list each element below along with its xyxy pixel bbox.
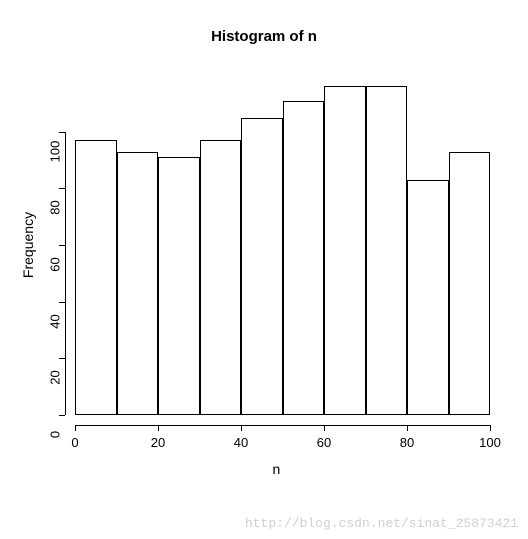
chart-container: Histogram of n 020406080100020406080100n… — [0, 0, 528, 539]
x-tick — [490, 425, 491, 431]
y-tick-label: 60 — [48, 245, 63, 285]
histogram-bar — [75, 140, 117, 415]
y-tick-label: 40 — [48, 301, 63, 341]
x-axis-line — [75, 425, 490, 426]
x-tick-label: 100 — [470, 435, 510, 450]
histogram-bar — [324, 86, 366, 415]
x-tick — [75, 425, 76, 431]
chart-title: Histogram of n — [0, 28, 528, 45]
histogram-bar — [158, 157, 200, 415]
y-axis-line — [65, 132, 66, 415]
plot-area — [75, 75, 490, 415]
histogram-bar — [449, 152, 491, 416]
watermark-text: http://blog.csdn.net/sinat_25873421 — [245, 516, 518, 531]
y-tick-label: 100 — [48, 131, 63, 171]
histogram-bar — [241, 118, 283, 416]
histogram-bar — [283, 101, 325, 416]
x-tick-label: 20 — [138, 435, 178, 450]
x-tick-label: 80 — [387, 435, 427, 450]
x-tick-label: 40 — [221, 435, 261, 450]
x-tick-label: 60 — [304, 435, 344, 450]
x-tick — [158, 425, 159, 431]
y-tick-label: 80 — [48, 188, 63, 228]
histogram-bar — [366, 86, 408, 415]
x-axis-label: n — [273, 461, 281, 477]
y-tick-label: 20 — [48, 358, 63, 398]
histogram-bar — [117, 152, 159, 416]
x-tick — [324, 425, 325, 431]
x-tick-label: 0 — [55, 435, 95, 450]
histogram-bar — [407, 180, 449, 415]
histogram-bar — [200, 140, 242, 415]
y-axis-label: Frequency — [20, 212, 36, 278]
x-tick — [407, 425, 408, 431]
x-tick — [241, 425, 242, 431]
